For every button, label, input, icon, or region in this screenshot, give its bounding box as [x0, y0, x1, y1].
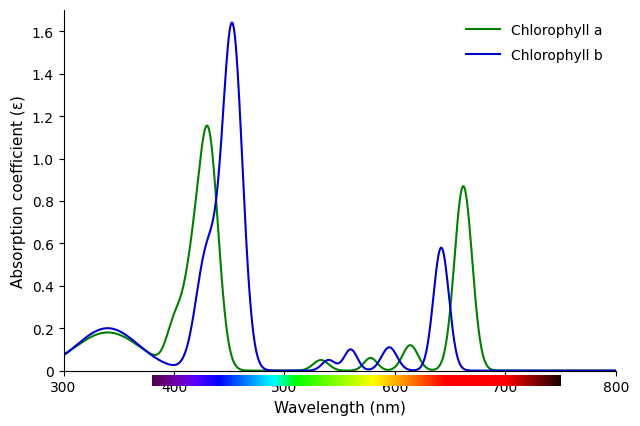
Chlorophyll b [156, 358, 163, 363]
Line: Chlorophyll b: Chlorophyll b [63, 23, 616, 371]
Y-axis label: Absorption coefficient (ε): Absorption coefficient (ε) [11, 95, 26, 287]
Chlorophyll b [541, 368, 549, 373]
Chlorophyll b [296, 368, 303, 373]
Chlorophyll b [271, 368, 279, 373]
Chlorophyll a [271, 368, 279, 373]
Chlorophyll a [60, 353, 67, 358]
Chlorophyll a [541, 368, 549, 373]
Chlorophyll a [203, 124, 211, 129]
Chlorophyll b [601, 368, 609, 373]
Chlorophyll a [123, 336, 131, 341]
Chlorophyll b [60, 353, 67, 358]
Chlorophyll a [612, 368, 620, 373]
Chlorophyll b [123, 333, 131, 338]
Legend: Chlorophyll a, Chlorophyll b: Chlorophyll a, Chlorophyll b [460, 18, 609, 68]
Chlorophyll b [228, 21, 236, 26]
Chlorophyll a [601, 368, 609, 373]
Chlorophyll a [156, 351, 163, 356]
Chlorophyll b [612, 368, 620, 373]
Line: Chlorophyll a: Chlorophyll a [63, 126, 616, 371]
X-axis label: Wavelength (nm): Wavelength (nm) [274, 400, 406, 415]
Chlorophyll a [296, 368, 303, 373]
